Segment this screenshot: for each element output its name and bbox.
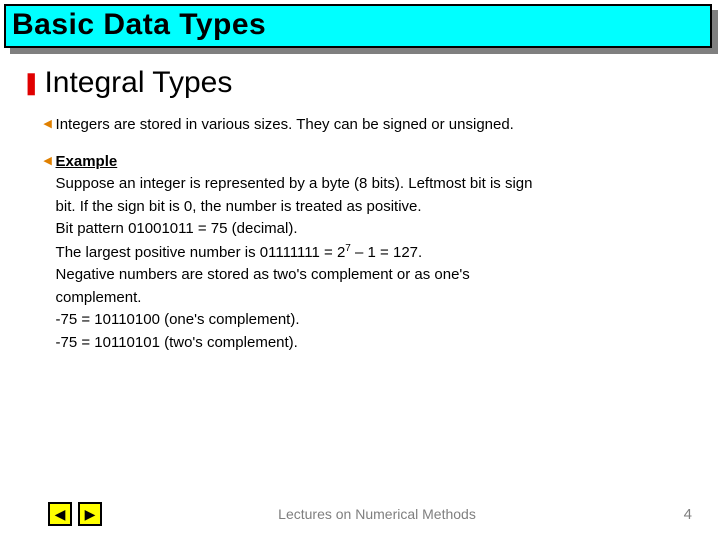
- example-line: The largest positive number is 01111111 …: [56, 244, 346, 261]
- bullet-item-intro: ◂ Integers are stored in various sizes. …: [44, 114, 702, 137]
- section-title: Integral Types: [44, 66, 232, 100]
- square-bullet-icon: ❚: [22, 72, 40, 94]
- example-line: complement.: [56, 289, 142, 306]
- chevron-left-icon: ◀: [55, 506, 66, 523]
- slide-content: ❚ Integral Types ◂ Integers are stored i…: [0, 48, 720, 354]
- title-bar: Basic Data Types: [4, 4, 712, 48]
- example-line: Bit pattern 01001011 = 75 (decimal).: [56, 220, 298, 237]
- example-line: – 1 = 127.: [351, 244, 422, 261]
- example-line: Negative numbers are stored as two's com…: [56, 266, 470, 283]
- next-button[interactable]: ▶: [78, 502, 102, 526]
- chevron-right-icon: ▶: [85, 506, 96, 523]
- section-header: ❚ Integral Types: [22, 66, 702, 100]
- prev-button[interactable]: ◀: [48, 502, 72, 526]
- example-line: -75 = 10110100 (one's complement).: [56, 311, 300, 328]
- bullet-item-example: ◂ Example Suppose an integer is represen…: [44, 151, 702, 355]
- example-label: Example: [56, 153, 118, 170]
- slide-title: Basic Data Types: [12, 8, 704, 42]
- example-line: bit. If the sign bit is 0, the number is…: [56, 198, 422, 215]
- nav-buttons: ◀ ▶: [48, 502, 102, 526]
- example-body: Example Suppose an integer is represente…: [56, 151, 533, 355]
- example-line: -75 = 10110101 (two's complement).: [56, 334, 298, 351]
- page-number: 4: [652, 506, 692, 523]
- intro-text: Integers are stored in various sizes. Th…: [56, 114, 514, 137]
- arrow-bullet-icon: ◂: [44, 152, 52, 170]
- example-line: Suppose an integer is represented by a b…: [56, 175, 533, 192]
- arrow-bullet-icon: ◂: [44, 115, 52, 133]
- footer-text: Lectures on Numerical Methods: [102, 506, 652, 522]
- slide-footer: ◀ ▶ Lectures on Numerical Methods 4: [0, 502, 720, 526]
